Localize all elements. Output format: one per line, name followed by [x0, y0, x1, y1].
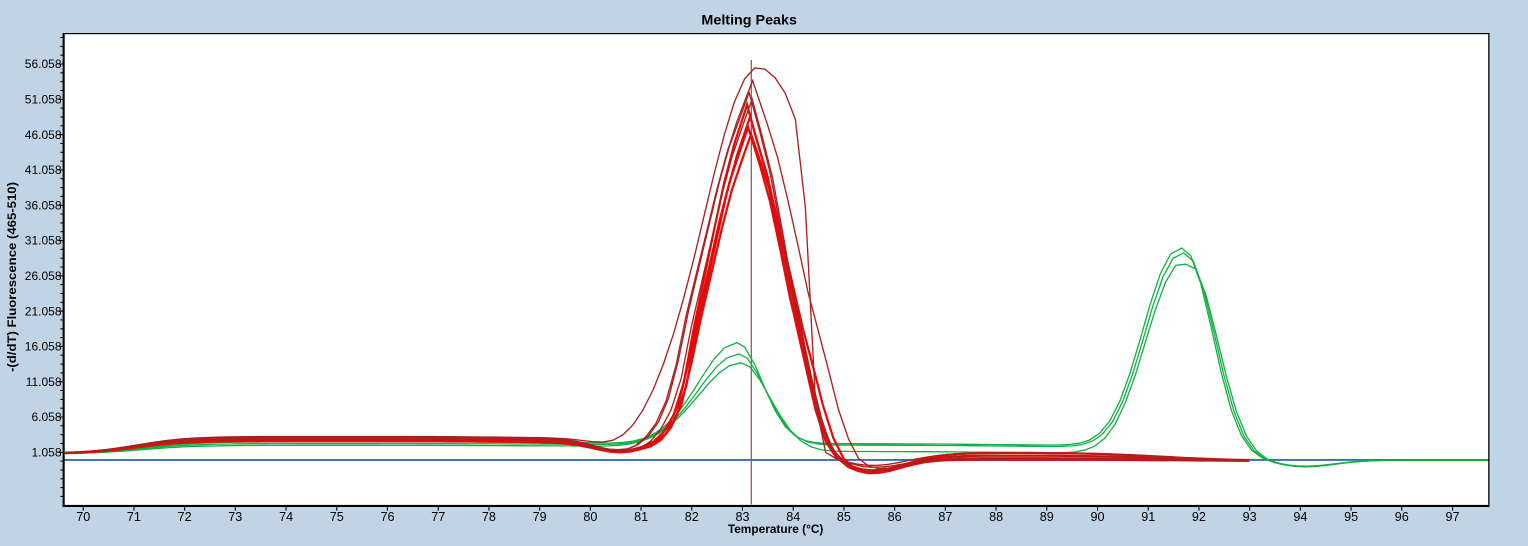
svg-text:91: 91 — [1141, 510, 1155, 524]
svg-text:16.058: 16.058 — [25, 340, 62, 354]
svg-text:97: 97 — [1445, 510, 1459, 524]
svg-text:89: 89 — [1040, 510, 1054, 524]
svg-text:93: 93 — [1243, 510, 1257, 524]
svg-text:26.058: 26.058 — [25, 269, 62, 283]
svg-text:46.058: 46.058 — [25, 128, 62, 142]
svg-text:1.058: 1.058 — [31, 446, 61, 460]
svg-text:6.058: 6.058 — [31, 410, 61, 424]
svg-text:79: 79 — [533, 510, 547, 524]
svg-text:86: 86 — [888, 510, 902, 524]
svg-text:80: 80 — [583, 510, 597, 524]
svg-text:78: 78 — [482, 510, 496, 524]
svg-text:21.058: 21.058 — [25, 304, 62, 318]
svg-text:72: 72 — [178, 510, 192, 524]
svg-text:84: 84 — [786, 510, 800, 524]
svg-text:81: 81 — [634, 510, 648, 524]
svg-text:94: 94 — [1293, 510, 1307, 524]
svg-text:95: 95 — [1344, 510, 1358, 524]
svg-text:90: 90 — [1090, 510, 1104, 524]
svg-text:11.058: 11.058 — [26, 375, 62, 389]
svg-text:-(d/dT) Fluorescence (465-510): -(d/dT) Fluorescence (465-510) — [7, 182, 19, 372]
svg-text:96: 96 — [1395, 510, 1409, 524]
svg-text:76: 76 — [380, 510, 394, 524]
svg-text:73: 73 — [228, 510, 242, 524]
svg-text:77: 77 — [431, 510, 445, 524]
svg-text:36.058: 36.058 — [25, 198, 62, 212]
svg-text:75: 75 — [330, 510, 344, 524]
svg-text:70: 70 — [76, 510, 90, 524]
svg-text:83: 83 — [735, 510, 749, 524]
svg-text:87: 87 — [938, 510, 952, 524]
svg-text:Melting Peaks: Melting Peaks — [701, 12, 797, 28]
svg-text:71: 71 — [127, 510, 141, 524]
svg-text:92: 92 — [1192, 510, 1206, 524]
svg-text:56.058: 56.058 — [25, 57, 62, 71]
svg-text:82: 82 — [685, 510, 699, 524]
svg-text:51.058: 51.058 — [25, 93, 62, 107]
svg-text:85: 85 — [837, 510, 851, 524]
svg-text:31.058: 31.058 — [25, 234, 62, 248]
svg-text:Temperature (°C): Temperature (°C) — [728, 522, 824, 536]
svg-text:88: 88 — [989, 510, 1003, 524]
svg-text:74: 74 — [279, 510, 293, 524]
svg-text:41.058: 41.058 — [25, 163, 62, 177]
